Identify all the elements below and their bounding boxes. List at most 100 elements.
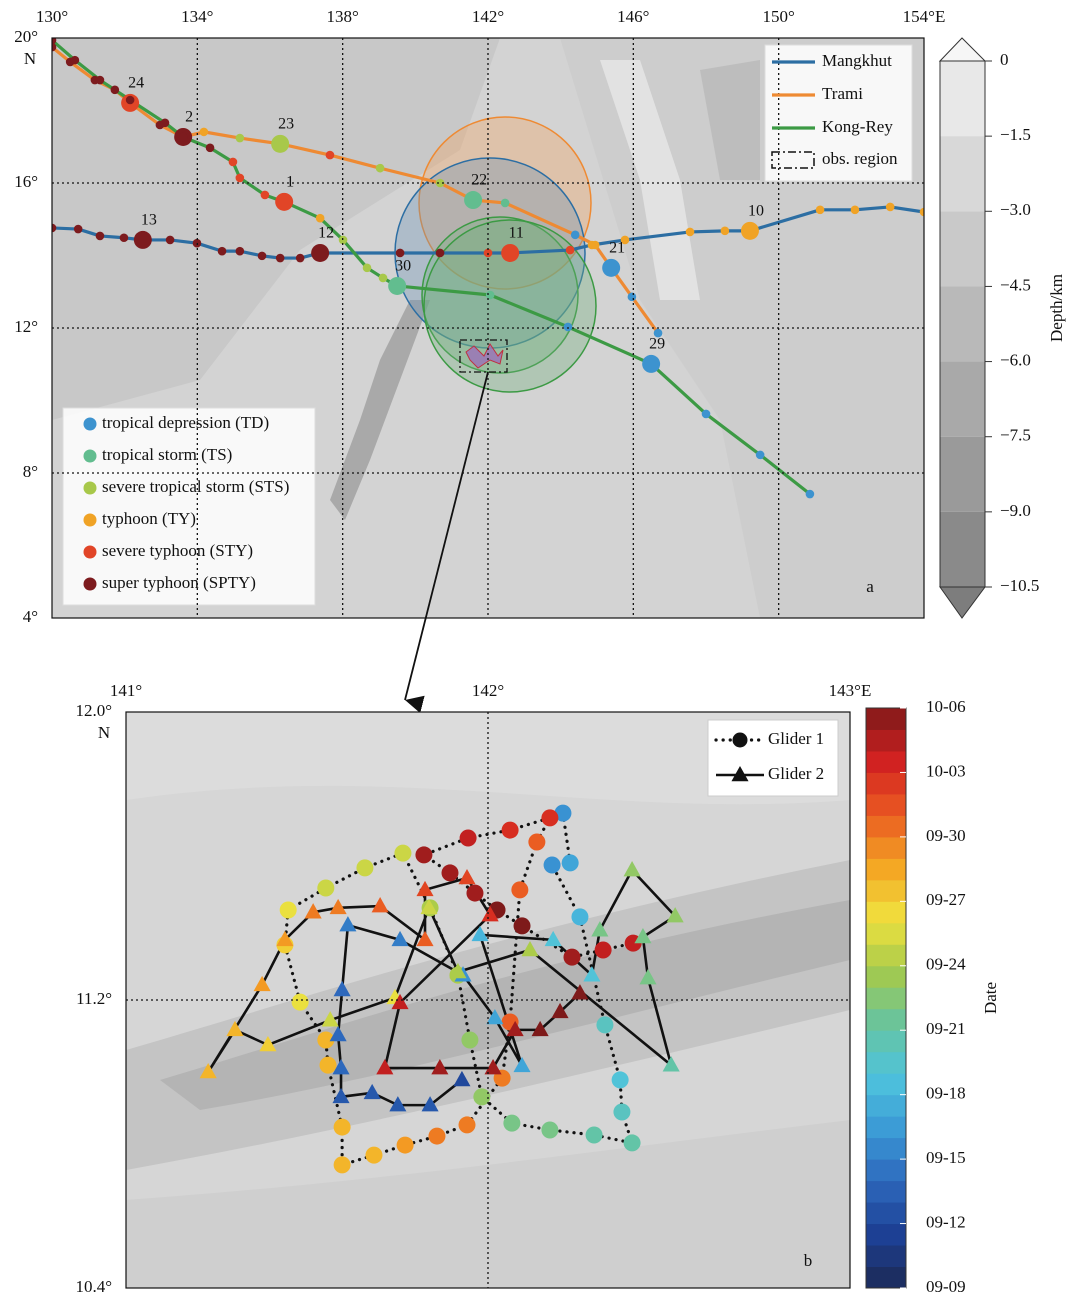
colorbar-tick-label: −6.0	[1000, 350, 1031, 369]
track-point-label: 24	[128, 75, 144, 92]
track-point	[436, 249, 445, 258]
glider-point	[511, 881, 528, 898]
glider-point	[319, 1057, 336, 1074]
glider-point	[563, 949, 580, 966]
glider-point	[586, 1127, 603, 1144]
track-point	[236, 174, 245, 183]
track-point	[464, 191, 482, 209]
track-point-label: 13	[141, 212, 157, 229]
track-point	[161, 119, 170, 128]
y-tick-label: 11.2°	[76, 989, 112, 1008]
colorbar-tick-label: 10-03	[926, 761, 966, 780]
track-point	[564, 323, 573, 332]
colorbar-tick-label: −7.5	[1000, 426, 1031, 445]
x-tick-label: 142°	[472, 7, 504, 26]
colorbar-band	[940, 362, 985, 437]
glider-point	[441, 864, 458, 881]
track-point-label: 1	[286, 174, 294, 191]
y-tick-label: 16°	[14, 172, 38, 191]
legend-marker	[84, 514, 97, 527]
x-tick-label: 138°	[327, 7, 359, 26]
track-point	[363, 264, 372, 273]
colorbar-band	[866, 966, 906, 988]
glider-point	[541, 809, 558, 826]
y-tick-label: 20°	[14, 27, 38, 46]
glider-point	[280, 902, 297, 919]
glider-point	[317, 880, 334, 897]
glider-point	[394, 845, 411, 862]
track-point-label: 2	[185, 109, 193, 126]
hemisphere-label: N	[24, 49, 36, 68]
legend-label: super typhoon (SPTY)	[102, 573, 256, 592]
legend-marker	[84, 546, 97, 559]
glider-point	[612, 1071, 629, 1088]
track-point-label: 22	[471, 172, 487, 189]
track-point	[166, 236, 175, 245]
colorbar-band	[940, 136, 985, 211]
legend-label: Trami	[822, 84, 863, 103]
y-tick-label: 10.4°	[75, 1277, 112, 1295]
colorbar-band	[866, 772, 906, 794]
track-point	[702, 410, 711, 419]
x-tick-label: 142°	[472, 681, 504, 700]
colorbar-band	[940, 437, 985, 512]
track-point	[388, 277, 406, 295]
colorbar-tick-label: 09-12	[926, 1212, 966, 1231]
track-point	[379, 274, 388, 283]
track-point	[96, 232, 105, 241]
glider-point	[624, 1134, 641, 1151]
track-point	[756, 451, 765, 460]
colorbar-tick-label: 09-27	[926, 890, 966, 909]
track-point	[376, 164, 385, 173]
glider-point	[292, 994, 309, 1011]
glider-point	[365, 1147, 382, 1164]
colorbar-title: Date	[981, 982, 1000, 1014]
track-point	[816, 206, 825, 215]
track-point	[236, 247, 245, 256]
colorbar-band	[940, 286, 985, 361]
glider-point	[613, 1103, 630, 1120]
colorbar-band	[866, 987, 906, 1009]
legend-label: tropical storm (TS)	[102, 445, 232, 464]
track-point-label: 21	[609, 239, 625, 256]
colorbar-band	[866, 858, 906, 880]
glider-point	[334, 1119, 351, 1136]
track-point	[566, 246, 575, 255]
colorbar-tick-label: −10.5	[1000, 576, 1039, 595]
glider-point	[503, 1115, 520, 1132]
track-point	[236, 134, 245, 143]
legend-marker	[84, 418, 97, 431]
track-point	[126, 96, 135, 105]
colorbar-tick-label: −1.5	[1000, 125, 1031, 144]
colorbar-extend	[940, 587, 985, 618]
track-point	[721, 227, 730, 236]
figure: 1011121321222322429301 a Depth/km b Date…	[0, 0, 1069, 1295]
colorbar-band	[866, 1181, 906, 1203]
x-tick-label: 141°	[110, 681, 142, 700]
panel-label: b	[804, 1251, 813, 1270]
track-point	[686, 228, 695, 237]
glider-point	[459, 1116, 476, 1133]
x-tick-label: 134°	[181, 7, 213, 26]
track-point	[258, 252, 267, 261]
y-tick-label: 12.0°	[75, 701, 112, 720]
legend-marker	[84, 482, 97, 495]
legend-label: Kong-Rey	[822, 117, 893, 136]
colorbar-band	[866, 815, 906, 837]
track-point	[229, 158, 238, 167]
track-point	[396, 249, 405, 258]
colorbar-band	[866, 901, 906, 923]
track-point	[326, 151, 335, 160]
glider-point	[595, 941, 612, 958]
glider-point	[356, 859, 373, 876]
legend-marker	[84, 578, 97, 591]
y-tick-label: 12°	[14, 317, 38, 336]
track-point	[851, 206, 860, 215]
track-point	[74, 225, 83, 234]
colorbar-tick-label: 09-15	[926, 1148, 966, 1167]
track-point	[261, 191, 270, 200]
colorbar-band	[940, 512, 985, 587]
colorbar-band	[866, 944, 906, 966]
colorbar-tick-label: 09-30	[926, 826, 966, 845]
track-point	[111, 86, 120, 95]
